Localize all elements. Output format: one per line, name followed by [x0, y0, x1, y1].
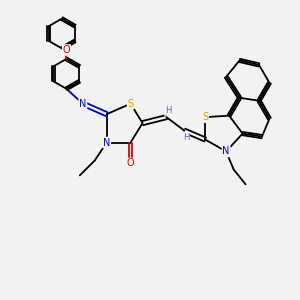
- Text: N: N: [223, 146, 230, 157]
- Text: O: O: [127, 158, 134, 168]
- Text: H: H: [165, 106, 171, 115]
- Text: S: S: [202, 112, 208, 122]
- Text: O: O: [63, 45, 70, 55]
- Text: S: S: [128, 99, 134, 109]
- Text: H: H: [183, 133, 189, 142]
- Text: N: N: [103, 137, 110, 148]
- Text: N: N: [79, 99, 86, 109]
